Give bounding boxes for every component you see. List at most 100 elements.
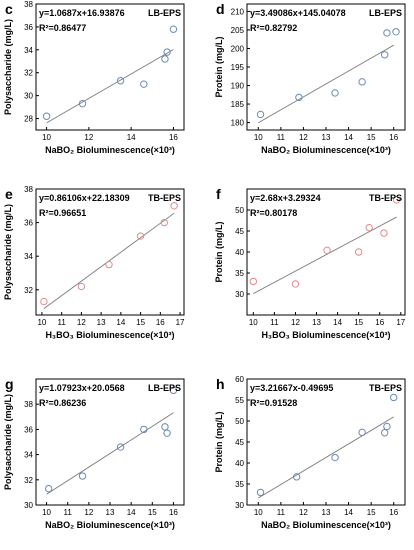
x-tick-label: 11 xyxy=(270,318,279,327)
y-axis-label: Polysaccharide (mg/L) xyxy=(3,204,13,300)
x-tick-label: 11 xyxy=(64,508,73,517)
fit-equation: y=3.21667x-0.49695 xyxy=(250,383,333,393)
data-point xyxy=(380,51,389,59)
eps-tag: TB-EPS xyxy=(369,383,402,393)
y-tick-label: 50 xyxy=(235,206,244,215)
x-tick-label: 17 xyxy=(396,318,405,327)
fit-line xyxy=(258,416,394,499)
data-point xyxy=(140,80,148,88)
x-tick-label: 10 xyxy=(37,318,46,327)
y-tick-label: 45 xyxy=(235,438,244,447)
y-tick-label: 185 xyxy=(231,100,245,109)
y-tick-label: 30 xyxy=(235,501,244,510)
data-point xyxy=(77,282,86,291)
x-tick-label: 16 xyxy=(169,508,178,517)
data-point xyxy=(358,78,366,86)
x-tick-label: 11 xyxy=(277,508,286,517)
x-axis-label: H₃BO₃ Bioluminescence(×10³) xyxy=(261,330,390,340)
data-point xyxy=(249,277,258,286)
eps-tag: LB-EPS xyxy=(148,8,181,18)
fit-equation: y=1.0687x+16.93876 xyxy=(39,8,125,18)
panel-letter: c xyxy=(5,1,13,17)
x-tick-label: 13 xyxy=(312,318,321,327)
x-tick-label: 12 xyxy=(299,508,308,517)
x-tick-label: 14 xyxy=(116,318,125,327)
fit-line xyxy=(253,216,397,295)
y-tick-label: 38 xyxy=(24,400,33,409)
r-squared: R²=0.80178 xyxy=(250,208,297,218)
data-point xyxy=(163,48,171,56)
y-tick-label: 45 xyxy=(235,227,244,236)
r-squared: R²=0.96651 xyxy=(39,208,86,218)
x-tick-label: 13 xyxy=(106,508,115,517)
data-point xyxy=(40,297,48,306)
data-point xyxy=(392,196,401,204)
y-tick-label: 200 xyxy=(231,44,245,53)
x-tick-label: 15 xyxy=(367,508,376,517)
panel-letter: e xyxy=(5,186,13,202)
x-tick-label: 13 xyxy=(322,133,331,142)
y-tick-label: 34 xyxy=(24,46,33,55)
data-point xyxy=(365,223,373,232)
panel-letter: d xyxy=(216,1,225,17)
x-tick-label: 14 xyxy=(127,133,136,142)
x-tick-label: 13 xyxy=(97,318,106,327)
x-tick-label: 16 xyxy=(389,508,398,517)
fit-line xyxy=(46,49,174,124)
data-point xyxy=(383,29,391,37)
r-squared: R²=0.86236 xyxy=(39,398,86,408)
x-tick-label: 15 xyxy=(354,318,363,327)
data-point xyxy=(161,423,169,431)
y-tick-label: 210 xyxy=(231,7,245,16)
x-tick-label: 10 xyxy=(254,508,263,517)
fit-equation: y=2.68x+3.29324 xyxy=(250,193,321,203)
data-point xyxy=(256,110,265,119)
data-point xyxy=(383,422,391,431)
data-point xyxy=(169,25,178,33)
data-point xyxy=(44,484,53,493)
data-point xyxy=(169,386,178,395)
eps-tag: LB-EPS xyxy=(148,383,181,393)
data-point xyxy=(116,77,125,85)
y-tick-label: 36 xyxy=(24,425,33,434)
x-tick-label: 12 xyxy=(299,133,308,142)
y-tick-label: 195 xyxy=(231,63,245,72)
fit-line xyxy=(258,44,394,124)
data-point xyxy=(390,393,398,402)
data-point xyxy=(331,89,339,97)
x-tick-label: 15 xyxy=(148,508,157,517)
data-point xyxy=(160,218,168,227)
x-axis-label: NaBO₂ Bioluminescence(×10³) xyxy=(261,520,391,530)
y-tick-label: 30 xyxy=(235,290,244,299)
eps-tag: TB-EPS xyxy=(148,193,181,203)
x-tick-label: 12 xyxy=(291,318,300,327)
x-tick-label: 10 xyxy=(254,133,263,142)
fit-equation: y=0.86106x+22.18309 xyxy=(39,193,130,203)
plot-frame xyxy=(35,3,185,131)
y-axis-label: Protein (mg/L) xyxy=(214,37,224,98)
x-axis-label: NaBO₂ Bioluminescence(×10³) xyxy=(45,145,175,155)
y-axis-label: Polysaccharide (mg/L) xyxy=(3,394,13,490)
fit-equation: y=3.49086x+145.04078 xyxy=(250,8,346,18)
data-point xyxy=(392,28,400,36)
data-point xyxy=(136,232,145,240)
r-squared: R²=0.82792 xyxy=(250,23,297,33)
panel-f: 10 11 12 13 14 15 16 17 30 35 40 45 50 y=2.68x+3.2932… xyxy=(214,186,406,340)
data-point xyxy=(295,93,303,102)
x-tick-label: 12 xyxy=(84,133,93,142)
x-tick-label: 14 xyxy=(344,133,353,142)
r-squared: R²=0.91528 xyxy=(250,398,297,408)
x-tick-label: 12 xyxy=(77,318,86,327)
x-tick-label: 16 xyxy=(389,133,398,142)
x-tick-label: 16 xyxy=(375,318,384,327)
x-tick-label: 10 xyxy=(42,133,51,142)
y-tick-label: 32 xyxy=(24,69,33,78)
y-tick-label: 30 xyxy=(24,501,33,510)
y-axis-label: Protein (mg/L) xyxy=(214,222,224,283)
panel-letter: f xyxy=(216,186,221,202)
data-point xyxy=(331,453,339,462)
data-point xyxy=(380,229,388,237)
y-tick-label: 40 xyxy=(235,459,244,468)
x-tick-label: 17 xyxy=(176,318,185,327)
